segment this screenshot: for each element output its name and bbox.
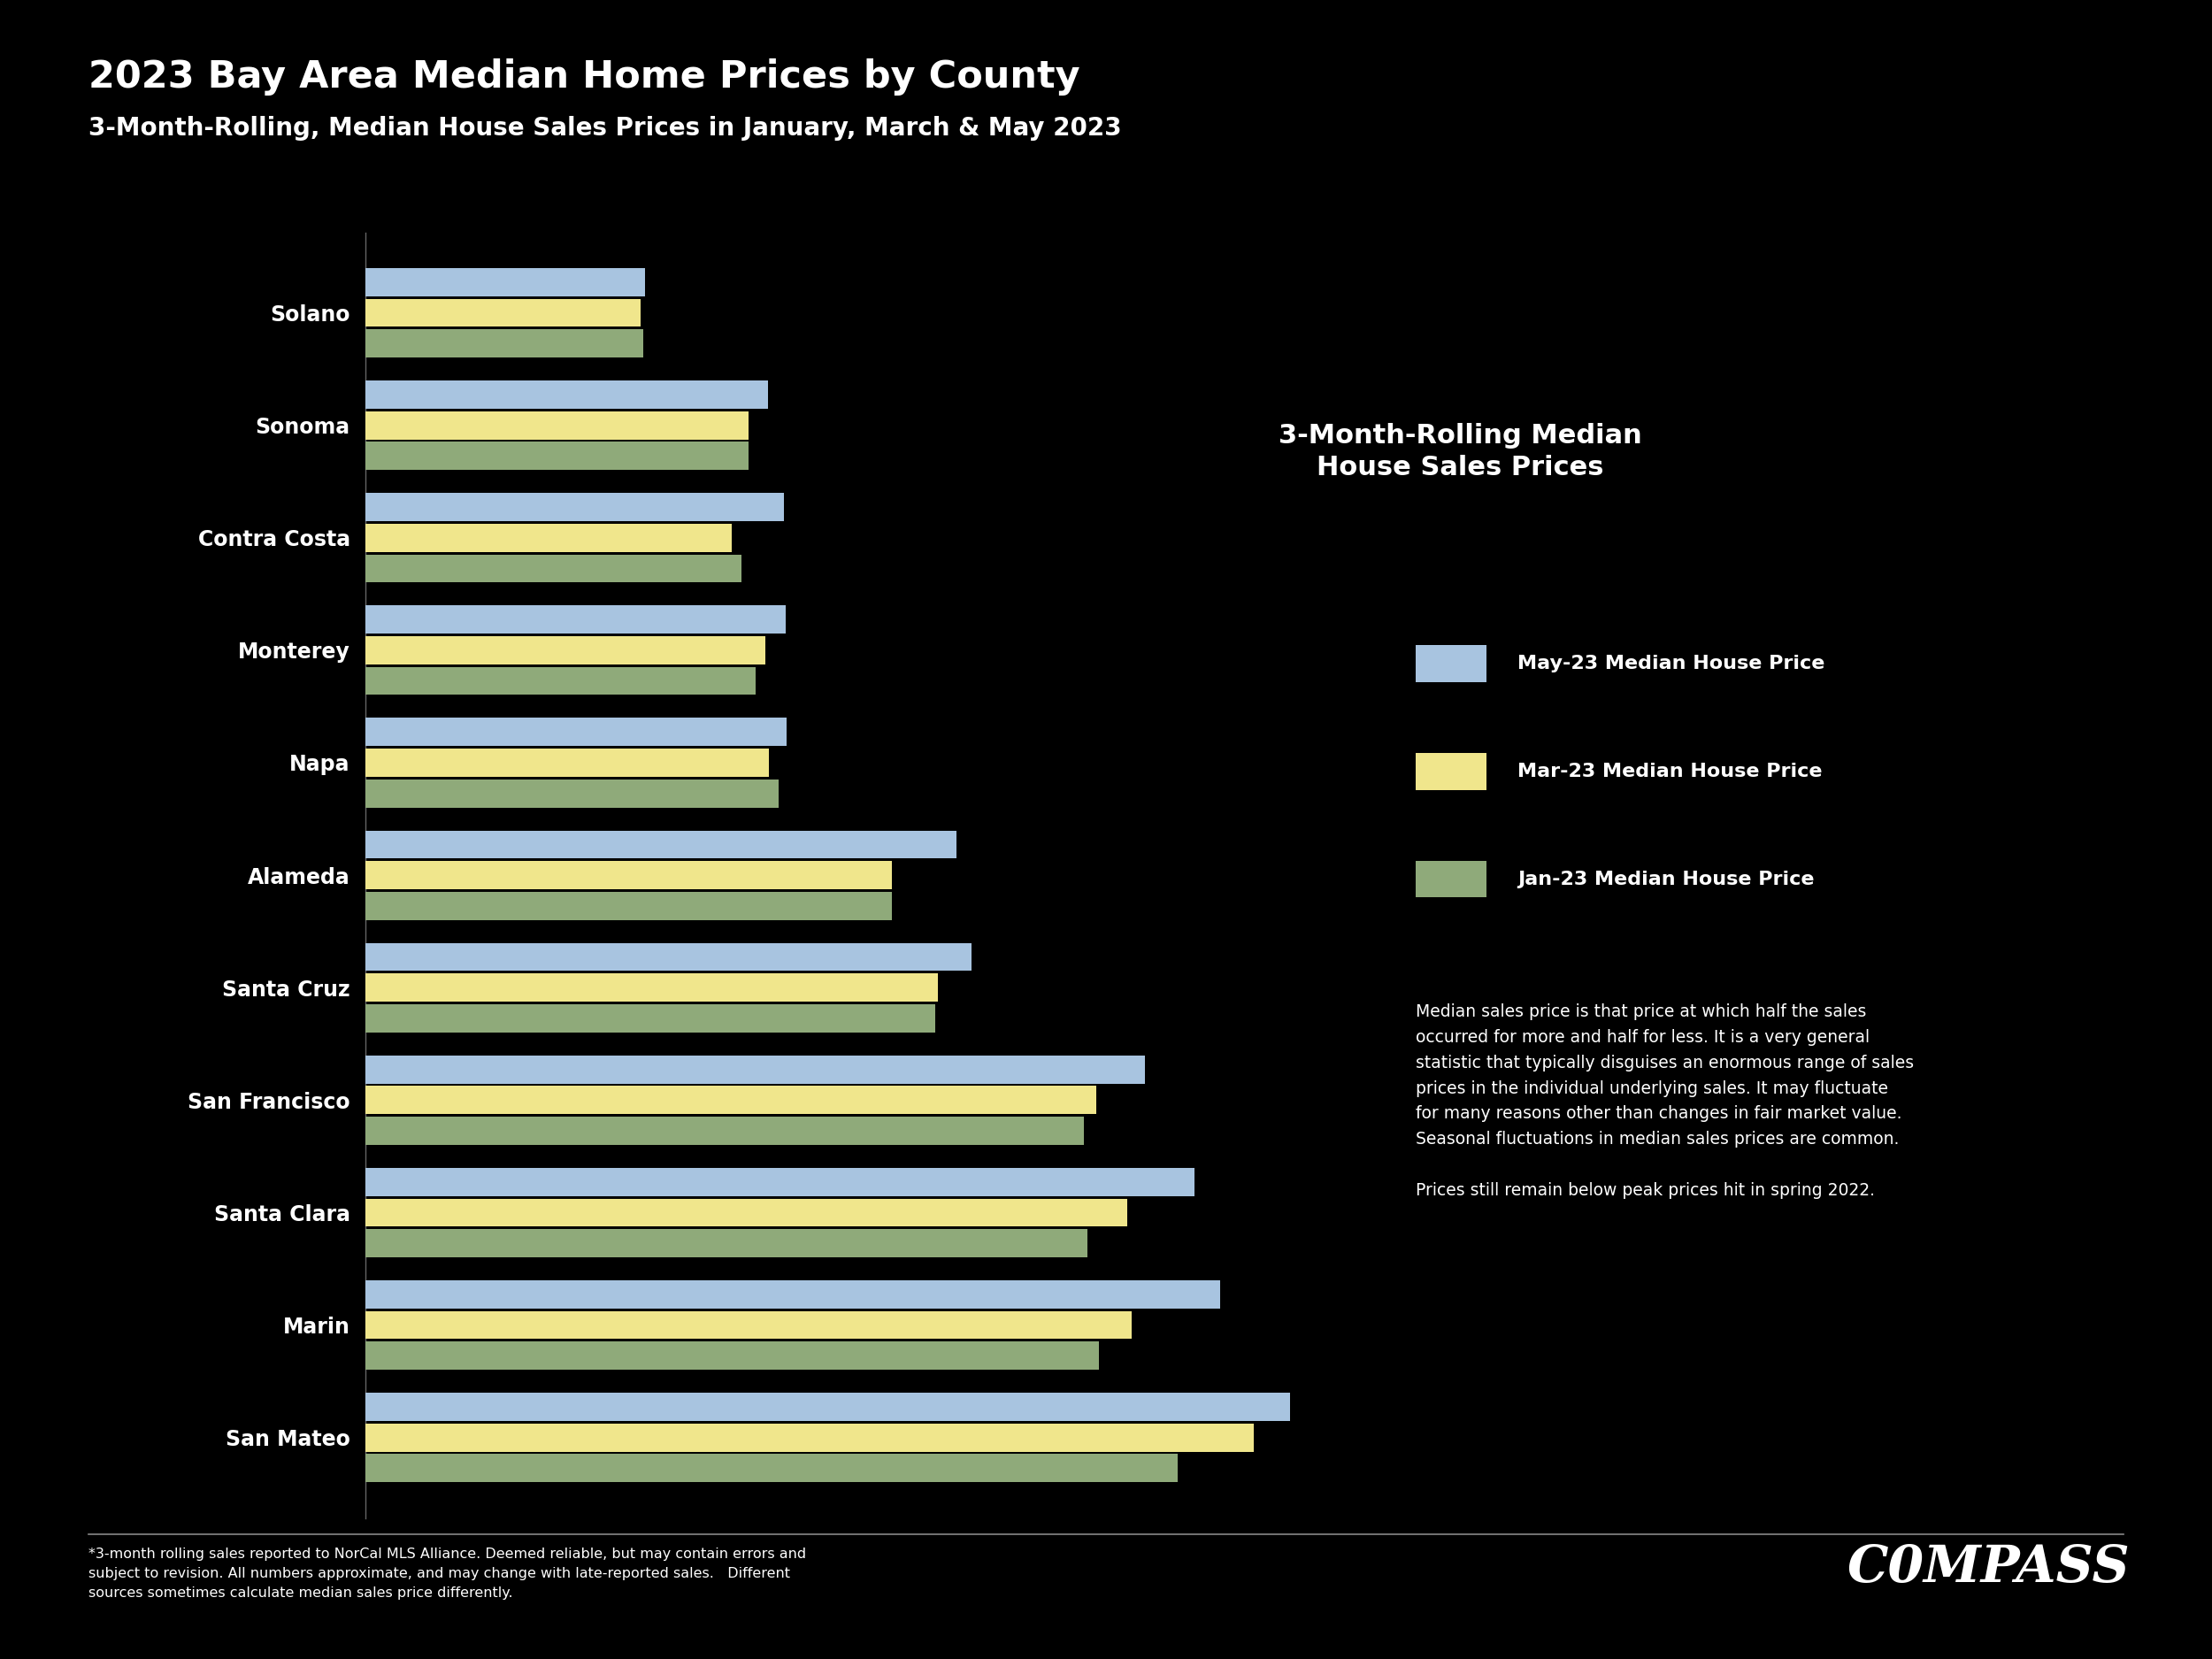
Bar [365, 1453, 1177, 1481]
Text: $1,730,000: $1,730,000 [1203, 1175, 1292, 1188]
Text: Median sales price is that price at which half the sales
occurred for more and h: Median sales price is that price at whic… [1416, 1004, 1913, 1198]
Text: Mar-23 Median House Price: Mar-23 Median House Price [1517, 763, 1823, 780]
Text: $1,265,000: $1,265,000 [980, 951, 1068, 964]
Text: $875,000: $875,000 [792, 501, 867, 514]
Text: *3-month rolling sales reported to NorCal MLS Alliance. Deemed reliable, but may: *3-month rolling sales reported to NorCa… [88, 1548, 805, 1599]
Bar [365, 493, 785, 521]
Bar [365, 1281, 1221, 1309]
Text: May-23 Median House Price: May-23 Median House Price [1517, 655, 1825, 672]
Bar [365, 1117, 1084, 1145]
Bar [365, 1168, 1194, 1196]
Bar [365, 554, 741, 582]
Text: 3-Month-Rolling Median
House Sales Prices: 3-Month-Rolling Median House Sales Price… [1279, 423, 1641, 481]
Text: C0MPASS: C0MPASS [1847, 1543, 2130, 1593]
Text: $1,626,500: $1,626,500 [1152, 1063, 1243, 1077]
Text: $880,000: $880,000 [796, 725, 869, 738]
Text: $1,785,000: $1,785,000 [1230, 1287, 1318, 1301]
Text: $800,000: $800,000 [757, 418, 832, 431]
Text: 2023 Bay Area Median Home Prices by County: 2023 Bay Area Median Home Prices by Coun… [88, 58, 1079, 95]
Text: $1,930,000: $1,930,000 [1298, 1400, 1389, 1413]
Bar [365, 942, 971, 971]
Bar [365, 667, 757, 695]
Bar [365, 1229, 1088, 1258]
Text: $1,100,000: $1,100,000 [900, 899, 991, 912]
Bar [365, 893, 891, 919]
Bar [365, 861, 891, 889]
Text: $1,695,000: $1,695,000 [1186, 1462, 1276, 1475]
Bar [365, 380, 768, 408]
Text: Jan-23 Median House Price: Jan-23 Median House Price [1517, 871, 1814, 888]
Bar [365, 974, 938, 1002]
Bar [365, 411, 748, 440]
Bar [365, 1004, 936, 1032]
Text: $1,100,000: $1,100,000 [900, 869, 991, 883]
Bar [365, 330, 644, 357]
Text: $1,600,000: $1,600,000 [1141, 1319, 1230, 1332]
Text: $1,508,000: $1,508,000 [1097, 1236, 1186, 1249]
Bar [365, 1311, 1133, 1339]
Bar [365, 1087, 1097, 1115]
Bar [365, 1198, 1128, 1226]
Text: $765,000: $765,000 [741, 531, 814, 544]
Text: $585,000: $585,000 [655, 275, 728, 289]
Text: $840,000: $840,000 [776, 388, 849, 401]
Text: $835,000: $835,000 [774, 644, 847, 657]
Bar [365, 1423, 1254, 1452]
Text: $815,000: $815,000 [763, 674, 838, 687]
Text: $1,190,000: $1,190,000 [945, 1012, 1033, 1025]
Bar [365, 635, 765, 664]
Text: $800,000: $800,000 [757, 450, 832, 463]
Bar [365, 718, 787, 747]
Bar [365, 748, 768, 776]
Text: $877,000: $877,000 [794, 612, 869, 625]
Bar [365, 831, 956, 858]
Text: 3-Month-Rolling, Median House Sales Prices in January, March & May 2023: 3-Month-Rolling, Median House Sales Pric… [88, 116, 1121, 141]
Bar [365, 606, 785, 634]
Text: $1,526,500: $1,526,500 [1106, 1093, 1194, 1107]
Text: $1,855,000: $1,855,000 [1263, 1430, 1352, 1443]
Bar [365, 780, 779, 808]
Text: $785,000: $785,000 [750, 562, 825, 576]
Text: $1,233,500: $1,233,500 [964, 838, 1055, 851]
Text: $1,195,000: $1,195,000 [947, 980, 1035, 994]
Text: $575,000: $575,000 [648, 307, 723, 320]
Bar [365, 441, 748, 469]
Text: $1,531,500: $1,531,500 [1108, 1349, 1197, 1362]
Text: $862,500: $862,500 [787, 786, 860, 800]
Bar [365, 1342, 1099, 1370]
Bar [365, 299, 641, 327]
Bar [365, 1055, 1144, 1083]
Text: $580,000: $580,000 [653, 337, 726, 350]
Bar [365, 1394, 1290, 1420]
Bar [365, 269, 646, 297]
Bar [365, 524, 732, 552]
Text: $1,590,000: $1,590,000 [1135, 1206, 1225, 1219]
Text: $1,500,000: $1,500,000 [1093, 1125, 1181, 1138]
Text: $842,000: $842,000 [776, 757, 852, 770]
